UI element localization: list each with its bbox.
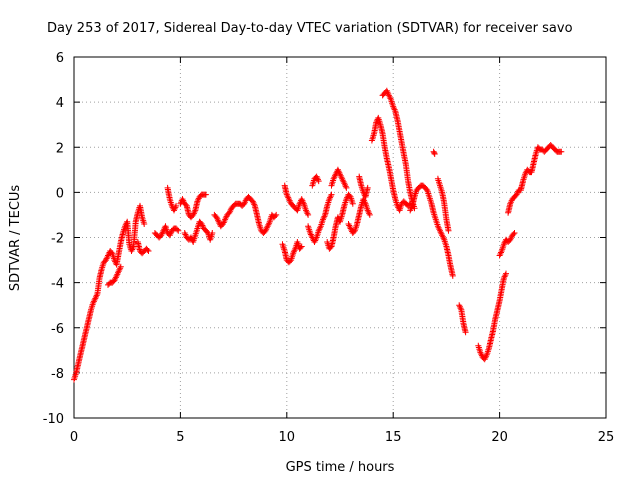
x-tick-label: 25 xyxy=(598,430,615,445)
data-segment-23 xyxy=(496,230,518,259)
data-point xyxy=(511,230,518,236)
data-point xyxy=(272,213,279,220)
data-segment-20 xyxy=(434,175,452,234)
data-point xyxy=(349,200,356,207)
data-segment-1 xyxy=(105,263,124,288)
y-tick-label: 0 xyxy=(56,186,64,201)
data-point xyxy=(510,231,517,238)
data-segment-6 xyxy=(181,218,216,245)
axis-ticks: 0 5 10 15 20 25 -10 -8 -6 -4 -2 0 2 4 6 xyxy=(43,51,615,445)
x-tick-label: 10 xyxy=(279,430,296,445)
data-point xyxy=(209,230,216,236)
data-point xyxy=(117,263,124,270)
data-segment-4 xyxy=(164,184,180,214)
data-segment-5 xyxy=(177,191,209,221)
data-segment-17 xyxy=(379,87,418,212)
x-tick-label: 5 xyxy=(176,430,184,445)
data-segment-8 xyxy=(279,239,305,266)
x-tick-label: 15 xyxy=(385,430,402,445)
data-segment-2 xyxy=(134,239,152,257)
data-series-sdtvar xyxy=(71,87,565,383)
data-point xyxy=(462,329,469,336)
x-tick-label: 0 xyxy=(70,430,78,445)
y-axis-label: SDTVAR / TECUs xyxy=(8,185,23,292)
data-segment-14 xyxy=(345,196,373,236)
data-point xyxy=(175,227,182,234)
data-point xyxy=(145,248,152,254)
data-point xyxy=(431,151,438,157)
y-tick-label: -6 xyxy=(51,322,64,337)
data-point xyxy=(173,202,180,209)
data-segment-15 xyxy=(356,173,371,200)
data-point xyxy=(273,211,280,218)
data-point xyxy=(558,148,565,155)
y-tick-label: 4 xyxy=(56,96,64,111)
x-axis-label: GPS time / hours xyxy=(286,460,395,475)
data-segment-18 xyxy=(407,182,456,279)
y-tick-label: -2 xyxy=(51,232,64,247)
data-segment-22 xyxy=(475,270,509,363)
y-tick-label: -10 xyxy=(43,412,64,427)
data-point xyxy=(503,270,509,277)
data-point xyxy=(141,221,148,227)
x-tick-label: 20 xyxy=(491,430,508,445)
data-point xyxy=(328,191,335,198)
data-point xyxy=(366,211,373,218)
data-segment-10 xyxy=(309,173,322,189)
data-point xyxy=(343,184,350,191)
data-point xyxy=(315,178,322,185)
data-point xyxy=(364,184,371,191)
data-segment-21 xyxy=(456,302,469,336)
chart-title: Day 253 of 2017, Sidereal Day-to-day VTE… xyxy=(47,21,573,36)
grid-lines xyxy=(74,57,606,418)
data-segment-16 xyxy=(368,114,414,214)
data-segment-12 xyxy=(324,191,356,252)
data-segment-3 xyxy=(151,223,182,241)
data-segment-19 xyxy=(430,148,438,157)
data-point xyxy=(182,201,189,208)
data-point xyxy=(202,191,209,198)
data-segment-11 xyxy=(305,191,335,245)
data-segment-7 xyxy=(211,193,280,236)
data-point xyxy=(298,243,305,250)
data-segment-24 xyxy=(505,142,565,216)
data-point xyxy=(144,246,151,253)
data-point xyxy=(449,272,456,279)
data-point xyxy=(305,211,312,218)
data-point xyxy=(457,305,464,312)
data-point xyxy=(501,273,508,280)
data-point xyxy=(327,244,334,251)
data-point xyxy=(445,227,452,234)
data-segment-9 xyxy=(281,182,312,218)
data-segment-0 xyxy=(71,202,148,383)
y-tick-label: 6 xyxy=(56,51,64,66)
data-point xyxy=(174,226,181,233)
y-tick-label: -4 xyxy=(51,277,64,292)
data-segment-13 xyxy=(328,166,350,191)
data-point xyxy=(297,244,304,251)
y-tick-label: -8 xyxy=(51,367,64,382)
y-tick-label: 2 xyxy=(56,141,64,156)
